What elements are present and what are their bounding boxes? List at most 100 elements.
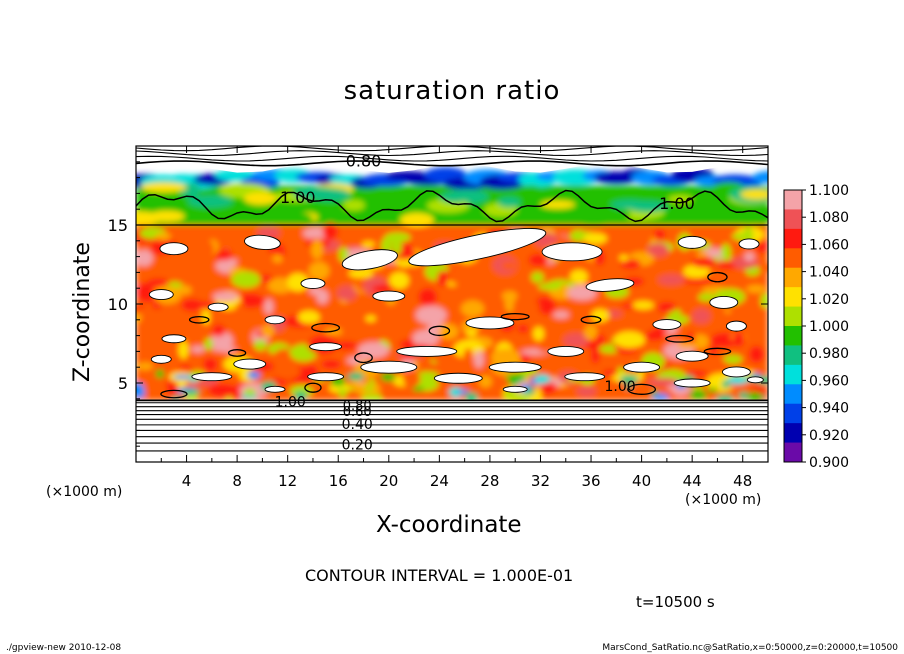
field-blob	[138, 337, 167, 347]
colorbar-swatch	[784, 287, 802, 308]
colorbar-label: 0.900	[809, 455, 849, 471]
field-blob	[406, 316, 421, 337]
field-blob	[140, 182, 187, 193]
field-blob	[654, 228, 666, 241]
field-blob	[292, 186, 344, 200]
x-tick-label: 4	[182, 472, 192, 490]
field-blob	[677, 341, 699, 349]
field-blob	[152, 302, 161, 310]
field-blob	[311, 239, 324, 260]
white-patch	[502, 385, 528, 393]
field-blob	[648, 377, 679, 387]
field-blob	[627, 201, 668, 213]
field-blob	[684, 370, 708, 377]
white-patch	[709, 295, 739, 309]
field-blob	[584, 324, 598, 341]
field-blob	[261, 324, 275, 338]
colorbar-label: 0.940	[809, 401, 849, 417]
colorbar-label: 0.920	[809, 428, 849, 444]
contour-loop	[707, 271, 728, 283]
contour-label: 1.00	[605, 379, 636, 395]
x-tick-label: 44	[683, 472, 702, 490]
x-tick-label: 20	[379, 472, 398, 490]
colorbar-label: 0.980	[809, 346, 849, 362]
white-patch	[564, 372, 606, 382]
field-blob	[136, 211, 162, 226]
field-blob	[595, 358, 607, 376]
field-blob	[289, 213, 313, 225]
field-blob	[439, 192, 469, 203]
field-blob	[342, 199, 365, 211]
field-blob	[517, 324, 529, 334]
colorbar-label: 1.100	[809, 183, 849, 199]
x-tick-label: 28	[480, 472, 499, 490]
field-blob	[178, 340, 189, 359]
field-blob	[501, 261, 517, 270]
x-tick-label: 32	[531, 472, 550, 490]
contour-loop	[311, 322, 341, 333]
field-blob	[619, 254, 629, 262]
field-blob	[620, 259, 641, 269]
field-blob	[247, 371, 261, 379]
field-blob	[320, 359, 342, 369]
field-blob	[746, 285, 766, 293]
field-blob	[187, 195, 233, 208]
field-blob	[748, 345, 764, 363]
colorbar-swatch	[784, 364, 802, 385]
field-blob	[506, 373, 526, 383]
field-blob	[649, 328, 660, 339]
white-patch	[396, 345, 458, 357]
field-blob	[721, 380, 730, 389]
white-patch	[652, 319, 682, 330]
field-blob	[520, 185, 542, 196]
colorbar-swatch	[784, 209, 802, 230]
field-blob	[539, 381, 557, 395]
contour-loop	[354, 352, 373, 364]
white-patch	[433, 372, 483, 384]
field-blob	[272, 363, 301, 380]
field-blob	[683, 264, 710, 279]
field-blob	[361, 241, 376, 248]
field-blob	[576, 386, 597, 397]
field-blob	[436, 270, 449, 287]
field-blob	[738, 391, 749, 399]
field-blob	[389, 272, 409, 290]
field-blob	[537, 282, 562, 291]
time-stamp: t=10500 s	[636, 593, 715, 611]
chart-title: saturation ratio	[343, 76, 561, 106]
field-blob	[658, 274, 685, 286]
white-patch	[148, 289, 174, 300]
white-patch	[244, 234, 281, 250]
white-patch	[307, 372, 345, 382]
field-blob	[569, 269, 588, 284]
contour-loop	[160, 389, 188, 399]
field-blob	[602, 369, 617, 377]
field-blob	[460, 300, 485, 317]
field-blob	[243, 192, 277, 205]
field-blob	[613, 331, 646, 349]
field-blob	[415, 305, 447, 325]
colorbar-swatch	[784, 306, 802, 327]
field-blob	[463, 348, 474, 367]
field-blob	[272, 348, 296, 368]
field-blob	[402, 369, 421, 388]
field-blob	[689, 390, 708, 400]
colorbar-label: 1.000	[809, 319, 849, 335]
white-patch	[488, 361, 542, 373]
field-blob	[534, 374, 551, 384]
field-blob	[200, 240, 215, 258]
field-blob	[322, 222, 339, 241]
colorbar-swatch	[784, 384, 802, 405]
field-blob	[446, 269, 473, 284]
field-blob	[731, 232, 753, 241]
field-blob	[239, 394, 259, 399]
contour-label: 0.40	[342, 417, 373, 433]
field-blob	[294, 391, 307, 401]
colorbar-swatch	[784, 190, 802, 210]
white-patch	[746, 376, 764, 384]
colorbar-swatch	[784, 248, 802, 269]
field-blob	[497, 196, 521, 208]
contour-label: 1.00	[280, 188, 316, 207]
